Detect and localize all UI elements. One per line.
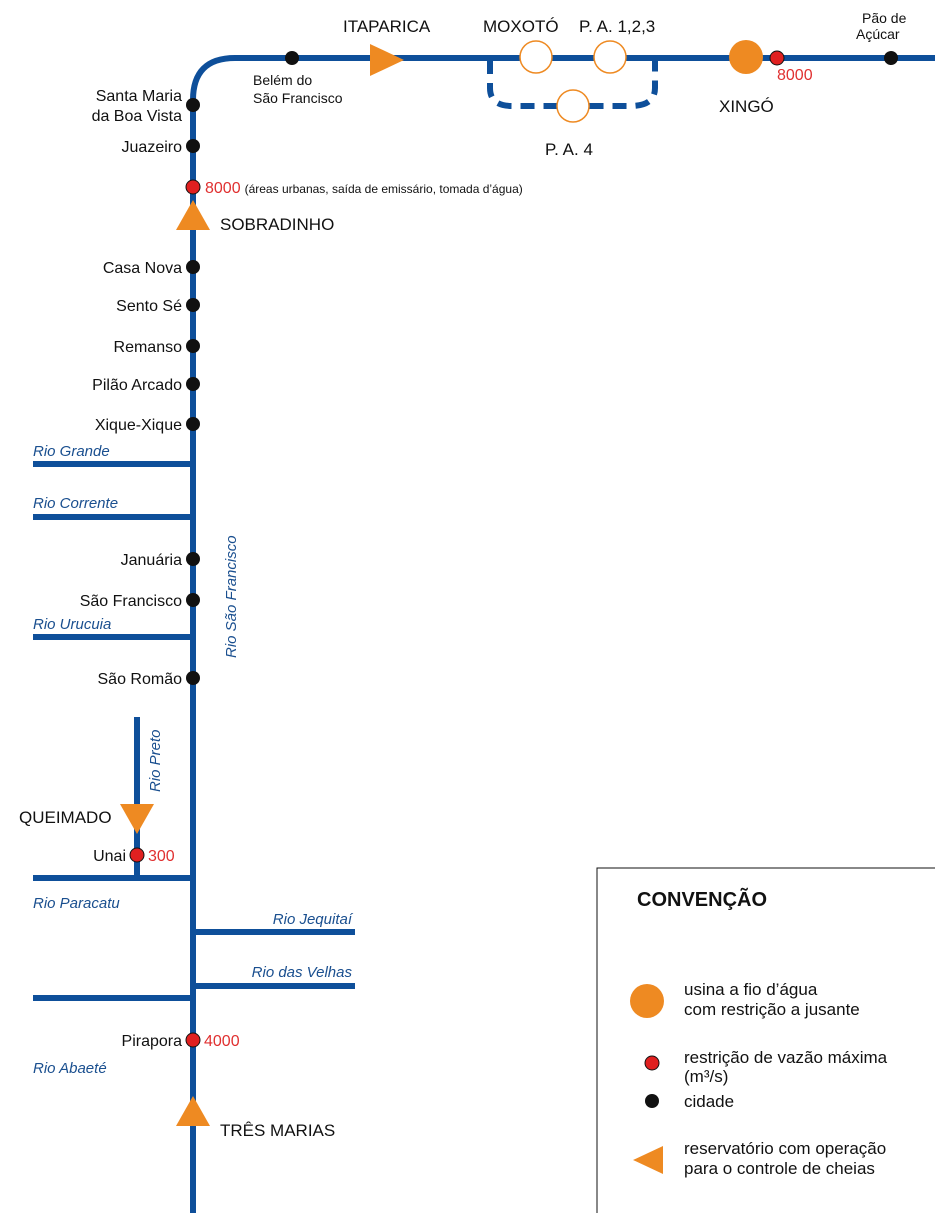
pa4-plant-icon (557, 90, 589, 122)
itaparica-reservoir-icon (370, 44, 404, 76)
santa-maria-city-icon (186, 98, 200, 112)
itaparica-label: ITAPARICA (343, 17, 431, 36)
remanso-city-icon (186, 339, 200, 353)
santa-maria-label-line1: Santa Maria (96, 88, 182, 105)
belem-city-icon (285, 51, 299, 65)
queimado-reservoir-icon (120, 804, 154, 834)
pirapora-restriction-icon (186, 1033, 200, 1047)
casa-nova-city-icon (186, 260, 200, 274)
legend-usina-icon (630, 984, 664, 1018)
moxoto-label: MOXOTÓ (483, 17, 559, 36)
pilao-arcado-city-icon (186, 377, 200, 391)
rio-urucuia-label: Rio Urucuia (33, 616, 111, 633)
rio-das-velhas-label: Rio das Velhas (252, 964, 353, 981)
xingo-restriction-value: 8000 (777, 67, 813, 84)
juazeiro-restriction-icon (186, 180, 200, 194)
legend-cidade-label: cidade (684, 1092, 734, 1111)
juazeiro-label: Juazeiro (122, 139, 183, 156)
rio-preto-label: Rio Preto (147, 729, 164, 792)
pirapora-label: Pirapora (122, 1033, 183, 1050)
unai-label: Unai (93, 848, 126, 865)
legend-reservatorio-line2: para o controle de cheias (684, 1159, 875, 1178)
xingo-plant-icon (729, 40, 763, 74)
legend-usina-line1: usina a fio d’água (684, 980, 818, 999)
legend-cidade-icon (645, 1094, 659, 1108)
legend-title: CONVENÇÃO (637, 888, 767, 911)
pa123-plant-icon (594, 41, 626, 73)
tres-marias-reservoir-icon (176, 1096, 210, 1126)
pa123-label: P. A. 1,2,3 (579, 17, 655, 36)
pa4-label: P. A. 4 (545, 140, 593, 159)
sao-francisco-city-icon (186, 593, 200, 607)
moxoto-plant-icon (520, 41, 552, 73)
pao-label-line2: Açúcar (856, 26, 900, 42)
sao-romao-city-icon (186, 671, 200, 685)
rio-jequitai-label: Rio Jequitaí (273, 911, 354, 928)
legend-restricao-line2: (m³/s) (684, 1067, 728, 1086)
sento-se-label: Sento Sé (116, 298, 182, 315)
rio-sao-francisco-label: Rio São Francisco (223, 535, 240, 658)
sao-francisco-label: São Francisco (80, 593, 182, 610)
santa-maria-label-line2: da Boa Vista (92, 108, 183, 125)
pao-de-acucar-city-icon (884, 51, 898, 65)
remanso-label: Remanso (114, 339, 183, 356)
januaria-city-icon (186, 552, 200, 566)
juazeiro-city-icon (186, 139, 200, 153)
xingo-restriction-icon (770, 51, 784, 65)
belem-label-line1: Belém do (253, 72, 312, 88)
juazeiro-restriction-note: (áreas urbanas, saída de emissário, toma… (245, 182, 523, 196)
legend-reservatorio-line1: reservatório com operação (684, 1139, 886, 1158)
xique-xique-label: Xique-Xique (95, 417, 182, 434)
pao-label-line1: Pão de (862, 10, 907, 26)
unai-restriction-value: 300 (148, 848, 175, 865)
pirapora-restriction-value: 4000 (204, 1033, 240, 1050)
sobradinho-label: SOBRADINHO (220, 215, 334, 234)
pilao-arcado-label: Pilão Arcado (92, 377, 182, 394)
xique-xique-city-icon (186, 417, 200, 431)
januaria-label: Januária (121, 552, 182, 569)
legend-restricao-icon (645, 1056, 659, 1070)
juazeiro-restriction-value: 8000 (205, 180, 241, 197)
rio-corrente-label: Rio Corrente (33, 495, 118, 512)
queimado-label: QUEIMADO (19, 808, 112, 827)
legend-box: CONVENÇÃO usina a fio d’água com restriç… (597, 868, 935, 1213)
sento-se-city-icon (186, 298, 200, 312)
legend-usina-line2: com restrição a jusante (684, 1000, 860, 1019)
rio-paracatu-label: Rio Paracatu (33, 895, 120, 912)
juazeiro-restriction-text: 8000 (áreas urbanas, saída de emissário,… (205, 180, 523, 197)
casa-nova-label: Casa Nova (103, 260, 182, 277)
xingo-label: XINGÓ (719, 97, 774, 116)
rio-abaete-label: Rio Abaeté (33, 1060, 107, 1077)
sao-romao-label: São Romão (98, 671, 183, 688)
rio-grande-label: Rio Grande (33, 443, 110, 460)
tres-marias-label: TRÊS MARIAS (220, 1121, 335, 1140)
unai-restriction-icon (130, 848, 144, 862)
legend-restricao-line1: restrição de vazão máxima (684, 1048, 888, 1067)
sobradinho-reservoir-icon (176, 200, 210, 230)
belem-label-line2: São Francisco (253, 90, 343, 106)
